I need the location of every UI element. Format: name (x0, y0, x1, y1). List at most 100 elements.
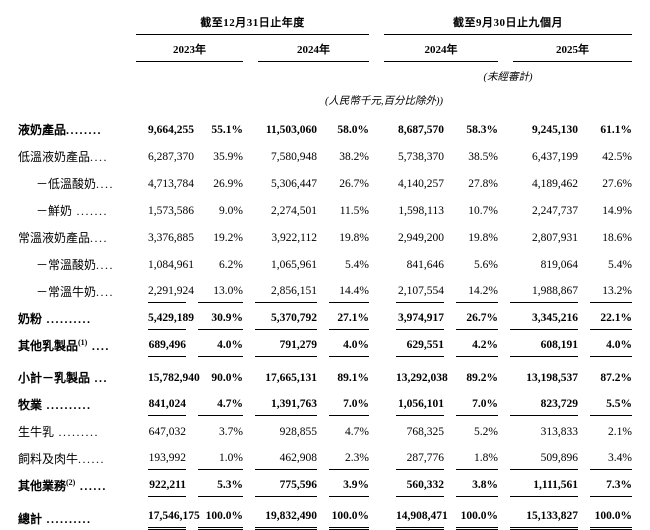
percent-cell: 4.0% (578, 330, 632, 357)
value-cell: 3,376,885 (148, 232, 194, 244)
percent-cell: 26.7% (444, 303, 498, 330)
value-cell: 193,992 (136, 443, 186, 470)
table-row: 總計 .......... 17,546,175 100.0% 19,832,490 1… (18, 497, 632, 530)
percent-cell: 14.4% (317, 276, 369, 303)
value-cell: 17,665,131 (265, 372, 317, 384)
column-gap (369, 303, 384, 330)
revenue-breakdown-table: 截至12月31日止年度 截至9月30日止九個月 2023年 2024年 2024… (18, 14, 632, 530)
value-cell: 823,729 (498, 389, 578, 416)
value-cell: 841,024 (136, 389, 186, 416)
percent-cell: 100.0% (444, 497, 498, 530)
percent-cell: 4.0% (317, 330, 369, 357)
table-row: －常溫酸奶.... 1,084,961 6.2% 1,065,961 5.4% 841,6… (18, 249, 632, 276)
percent-cell: 5.3% (186, 470, 243, 497)
row-label: －鮮奶 ....... (18, 195, 136, 222)
column-gap (369, 330, 384, 357)
row-label: 其他業務(2) ...... (18, 470, 136, 497)
percent-cell: 26.9% (213, 178, 243, 190)
row-label: 生牛乳 ......... (18, 416, 136, 443)
value-cell: 14,908,471 (384, 497, 448, 530)
row-label: 小計－乳製品 ... (18, 357, 136, 389)
row-label-text: 總計 (18, 512, 43, 526)
value-cell: 7,580,948 (271, 151, 317, 163)
percent-cell: 2.3% (317, 443, 369, 470)
percent-cell: 87.2% (600, 372, 632, 384)
percent-cell: 30.9% (186, 303, 243, 330)
value-cell: 11,503,060 (265, 124, 317, 136)
percent-cell: 100.0% (578, 497, 632, 530)
year-header-9m-2025: 2025年 (498, 35, 632, 62)
percent-cell: 3.9% (317, 470, 369, 497)
percent-cell: 7.3% (578, 470, 632, 497)
value-cell: 608,191 (498, 330, 578, 357)
value-cell: 4,713,784 (148, 178, 194, 190)
value-cell: 1,084,961 (148, 259, 194, 271)
value-cell: 5,306,447 (271, 178, 317, 190)
percent-cell: 27.1% (317, 303, 369, 330)
value-cell: 791,279 (243, 330, 317, 357)
row-label-text: 其他業務 (18, 479, 67, 493)
value-cell: 19,832,490 (243, 497, 317, 530)
value-cell: 1,111,561 (498, 470, 578, 497)
percent-cell: 6.2% (219, 259, 243, 271)
value-cell: 1,056,101 (384, 389, 444, 416)
row-label: 牧業 .......... (18, 389, 136, 416)
percent-cell: 19.8% (339, 232, 369, 244)
value-cell: 1,391,763 (243, 389, 317, 416)
percent-cell: 19.8% (468, 232, 498, 244)
percent-cell: 5.4% (345, 259, 369, 271)
percent-cell: 4.0% (186, 330, 243, 357)
value-cell: 841,646 (406, 259, 444, 271)
percent-cell: 11.5% (339, 205, 369, 217)
table-row: 常溫液奶產品.... 3,376,885 19.2% 3,922,112 19.8% 2,… (18, 222, 632, 249)
column-gap (369, 114, 384, 141)
value-cell: 3,345,216 (498, 303, 578, 330)
row-label-text: －常溫牛奶 (36, 285, 97, 299)
column-gap (369, 497, 384, 530)
row-label-text: －低溫酸奶 (36, 177, 97, 191)
table-row: 其他業務(2) ...... 922,211 5.3% 775,596 3.9% 560,… (18, 470, 632, 497)
table-row: 低溫液奶產品.... 6,287,370 35.9% 7,580,948 38.2% 5,… (18, 141, 632, 168)
percent-cell: 10.7% (468, 205, 498, 217)
value-cell: 4,140,257 (398, 178, 444, 190)
period-group-header-row: 截至12月31日止年度 截至9月30日止九個月 (18, 14, 632, 35)
dot-leader: .... (90, 231, 109, 245)
row-label-text: 液奶產品 (18, 123, 67, 137)
percent-cell: 5.5% (578, 389, 632, 416)
dot-leader: .......... (42, 398, 92, 412)
value-cell: 3,922,112 (271, 232, 317, 244)
value-cell: 313,833 (540, 426, 578, 438)
value-cell: 6,437,199 (532, 151, 578, 163)
percent-cell: 19.2% (213, 232, 243, 244)
percent-cell: 90.0% (211, 372, 243, 384)
row-label: 常溫液奶產品.... (18, 222, 136, 249)
percent-cell: 3.7% (219, 426, 243, 438)
percent-cell: 13.2% (578, 276, 632, 303)
dot-leader: .... (96, 258, 115, 272)
row-label: －常溫酸奶.... (18, 249, 136, 276)
percent-cell: 5.4% (608, 259, 632, 271)
dot-leader: ....... (72, 204, 109, 218)
row-label-text: 生牛乳 (18, 425, 55, 439)
percent-cell: 2.1% (608, 426, 632, 438)
column-gap (369, 222, 384, 249)
period-group-fy: 截至12月31日止年度 (136, 14, 369, 35)
percent-cell: 100.0% (317, 497, 369, 530)
table-row: －鮮奶 ....... 1,573,586 9.0% 2,274,501 11.5% 1,… (18, 195, 632, 222)
year-header-9m-2024: 2024年 (384, 35, 498, 62)
percent-cell: 3.8% (444, 470, 498, 497)
percent-cell: 14.9% (602, 205, 632, 217)
dot-leader: ......... (54, 425, 100, 439)
year-header-row: 2023年 2024年 2024年 2025年 (18, 35, 632, 62)
value-cell: 2,247,737 (532, 205, 578, 217)
value-cell: 15,133,827 (498, 497, 578, 530)
percent-cell: 89.2% (466, 372, 498, 384)
dot-leader: .... (90, 150, 109, 164)
percent-cell: 4.7% (345, 426, 369, 438)
value-cell: 819,064 (540, 259, 578, 271)
percent-cell: 26.7% (339, 178, 369, 190)
value-cell: 1,573,586 (148, 205, 194, 217)
percent-cell: 4.7% (186, 389, 243, 416)
percent-cell: 14.2% (444, 276, 498, 303)
